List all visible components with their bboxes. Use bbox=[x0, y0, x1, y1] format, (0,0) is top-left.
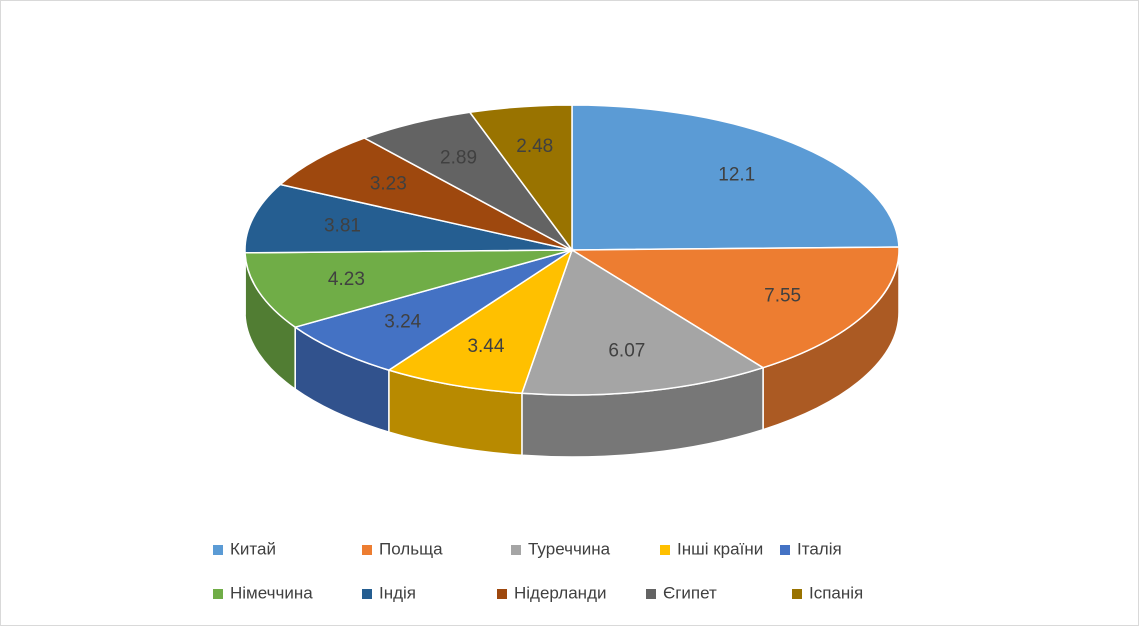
data-label: 3.44 bbox=[467, 336, 504, 357]
slice bbox=[293, 249, 573, 371]
slice bbox=[569, 246, 900, 369]
slice bbox=[468, 104, 573, 253]
legend-swatch bbox=[511, 545, 521, 555]
legend-swatch bbox=[646, 589, 656, 599]
legend-swatch bbox=[362, 545, 372, 555]
legend-label: Німеччина bbox=[230, 583, 313, 602]
legend-swatch bbox=[792, 589, 802, 599]
data-label: 3.81 bbox=[324, 216, 361, 237]
legend-label: Італія bbox=[797, 539, 842, 558]
legend-label: Іспанія bbox=[809, 583, 863, 602]
legend-swatch bbox=[213, 545, 223, 555]
legend-label: Єгипет bbox=[663, 583, 717, 602]
data-label: 12.1 bbox=[718, 164, 755, 185]
legend-swatch bbox=[780, 545, 790, 555]
legend-label: Нідерланди bbox=[514, 583, 606, 602]
slice bbox=[244, 249, 573, 328]
data-label: 3.24 bbox=[384, 312, 421, 333]
slice bbox=[387, 248, 574, 395]
data-label: 4.23 bbox=[328, 269, 365, 290]
legend-label: Індія bbox=[379, 583, 416, 602]
slice bbox=[278, 137, 573, 251]
legend-swatch bbox=[362, 589, 372, 599]
legend-swatch bbox=[660, 545, 670, 555]
data-label: 6.07 bbox=[608, 341, 645, 362]
slice bbox=[571, 104, 900, 251]
data-label: 2.89 bbox=[440, 148, 477, 169]
slice bbox=[244, 183, 573, 254]
slice bbox=[520, 248, 765, 396]
data-label: 2.48 bbox=[516, 136, 553, 157]
legend-label: Інші країни bbox=[677, 539, 763, 558]
legend-label: Польща bbox=[379, 539, 443, 558]
data-label: 3.23 bbox=[370, 174, 407, 195]
data-label: 7.55 bbox=[764, 286, 801, 307]
slice bbox=[362, 111, 573, 251]
legend-label: Китай bbox=[230, 539, 276, 558]
legend-swatch bbox=[497, 589, 507, 599]
legend-swatch bbox=[213, 589, 223, 599]
legend-label: Туреччина bbox=[528, 539, 611, 558]
